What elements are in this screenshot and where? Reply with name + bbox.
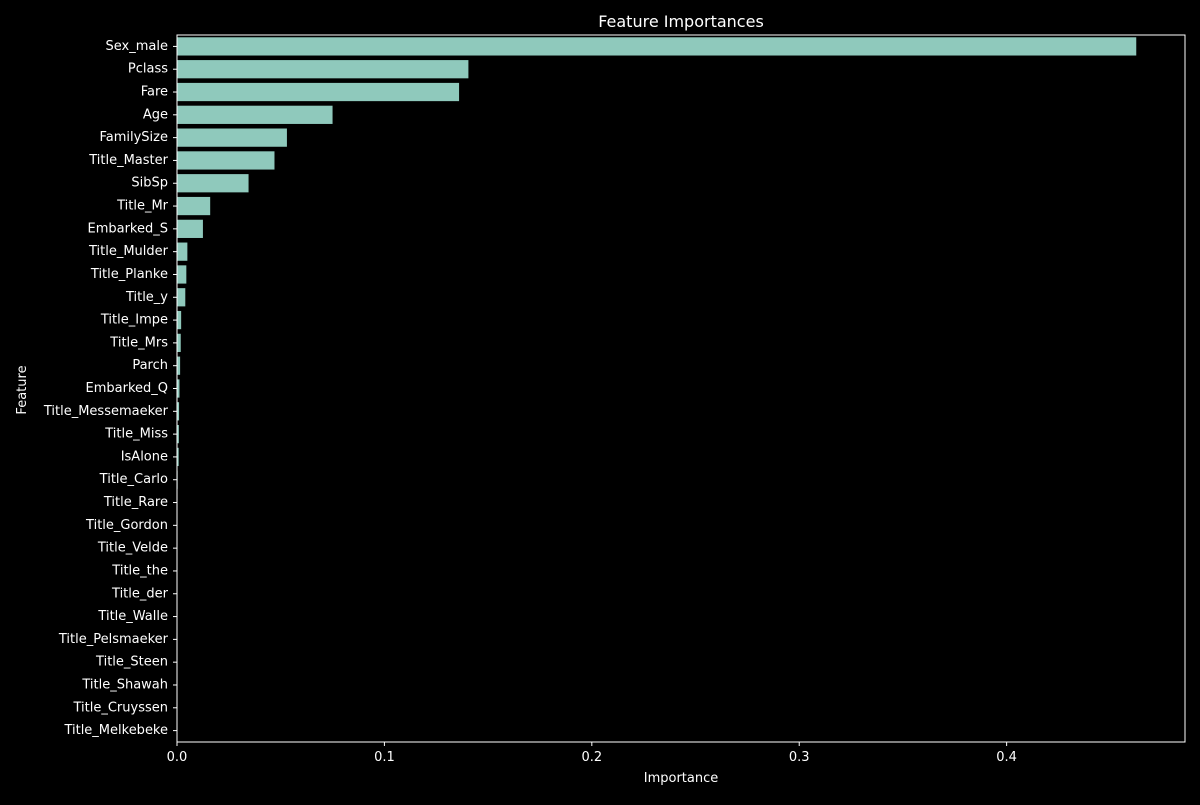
- y-tick-label: Title_the: [111, 563, 168, 578]
- x-tick-labels: 0.0 0.1 0.2 0.3 0.4: [167, 742, 1017, 765]
- bar-title-impe: [177, 311, 181, 329]
- axes-frame: [177, 35, 1185, 742]
- x-tick-label: 0.1: [374, 750, 395, 765]
- y-tick-label: SibSp: [131, 176, 168, 191]
- bar-title-master: [177, 151, 274, 169]
- bars-layer: [177, 37, 1136, 739]
- y-tick-label: Title_Master: [88, 153, 168, 168]
- y-tick-label: Title_Melkebeke: [63, 723, 168, 738]
- y-tick-label: Title_der: [111, 586, 169, 601]
- y-tick-label: Title_Velde: [97, 541, 168, 556]
- x-axis-label: Importance: [644, 771, 719, 786]
- y-tick-label: Title_Cruyssen: [73, 700, 169, 715]
- y-tick-label: Title_Mulder: [88, 244, 169, 259]
- y-tick-label: FamilySize: [99, 130, 168, 145]
- y-tick-label: Sex_male: [106, 39, 168, 54]
- y-tick-label: Age: [143, 107, 168, 122]
- bar-sibsp: [177, 174, 249, 192]
- y-tick-label: Title_Walle: [97, 609, 168, 624]
- x-tick-label: 0.4: [996, 750, 1017, 765]
- x-tick-label: 0.2: [581, 750, 602, 765]
- bar-sex-male: [177, 37, 1136, 55]
- y-tick-label: Title_Messemaeker: [43, 404, 169, 419]
- chart-title: Feature Importances: [598, 12, 764, 31]
- y-tick-label: Embarked_Q: [86, 381, 169, 396]
- y-tick-label: Title_Gordon: [85, 518, 168, 533]
- y-tick-label: Pclass: [128, 62, 168, 77]
- bar-fare: [177, 83, 459, 101]
- y-tick-label: Title_Mr: [116, 199, 169, 214]
- y-axis-label: Feature: [15, 365, 30, 414]
- bar-title-mrs: [177, 334, 181, 352]
- y-tick-label: Title_Shawah: [81, 677, 168, 692]
- y-tick-label: Title_Mrs: [109, 335, 168, 350]
- y-tick-label: Title_Impe: [100, 313, 168, 328]
- bar-title-planke: [177, 265, 186, 283]
- bar-title-mulder: [177, 243, 187, 261]
- y-tick-label: Title_y: [125, 290, 168, 305]
- y-tick-label: Title_Pelsmaeker: [58, 632, 169, 647]
- y-tick-label: Title_Carlo: [99, 472, 168, 487]
- axes-layer: [177, 35, 1185, 742]
- y-tick-label: Parch: [132, 358, 168, 373]
- bar-title-y: [177, 288, 185, 306]
- bar-pclass: [177, 60, 468, 78]
- bar-embarked-s: [177, 220, 203, 238]
- y-tick-label: Embarked_S: [87, 221, 168, 236]
- bar-familysize: [177, 129, 287, 147]
- y-tick-label: Title_Rare: [103, 495, 168, 510]
- x-tick-label: 0.0: [167, 750, 188, 765]
- bar-age: [177, 106, 333, 124]
- x-tick-label: 0.3: [789, 750, 810, 765]
- y-tick-label: Title_Planke: [90, 267, 168, 282]
- y-tick-label: IsAlone: [121, 449, 168, 464]
- y-tick-labels: Sex_male Pclass Fare Age FamilySize Title_Mas…: [43, 39, 177, 738]
- y-tick-label: Title_Miss: [104, 427, 168, 442]
- bar-title-mr: [177, 197, 210, 215]
- y-tick-label: Fare: [141, 85, 168, 100]
- y-tick-label: Title_Steen: [95, 655, 168, 670]
